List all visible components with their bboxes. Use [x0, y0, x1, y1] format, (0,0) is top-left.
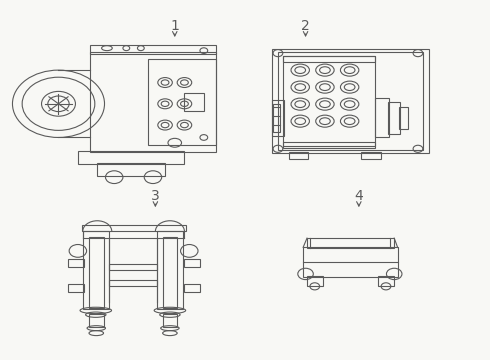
Bar [68, 284, 84, 292]
Bar [361, 152, 381, 159]
Text: 1: 1 [171, 19, 179, 33]
Bar [378, 276, 394, 286]
Bar [82, 225, 186, 231]
Bar [303, 247, 397, 278]
Bar [398, 107, 408, 129]
Bar [90, 45, 216, 54]
Bar [68, 259, 84, 267]
Bar [78, 150, 184, 164]
Bar [278, 53, 423, 150]
Bar [97, 163, 165, 176]
Bar [184, 259, 200, 267]
Bar [307, 238, 394, 248]
Bar [307, 276, 322, 286]
Bar [283, 56, 375, 62]
Bar [273, 104, 280, 132]
Bar [184, 93, 204, 111]
Bar [109, 264, 157, 270]
Bar [163, 314, 177, 327]
Bar [163, 237, 177, 307]
Bar [109, 280, 157, 286]
Bar [90, 53, 216, 152]
Text: 4: 4 [354, 189, 363, 203]
Text: 3: 3 [151, 189, 160, 203]
Bar [271, 49, 429, 153]
Bar [283, 142, 375, 148]
Bar [148, 59, 216, 145]
Bar [89, 237, 103, 307]
Bar [375, 99, 390, 138]
Bar [157, 231, 183, 309]
Bar [184, 284, 200, 292]
Bar [388, 102, 400, 134]
Bar [289, 152, 308, 159]
Bar [271, 100, 284, 136]
Text: 2: 2 [301, 19, 310, 33]
Bar [283, 56, 375, 146]
Bar [89, 314, 103, 327]
Bar [83, 231, 109, 309]
